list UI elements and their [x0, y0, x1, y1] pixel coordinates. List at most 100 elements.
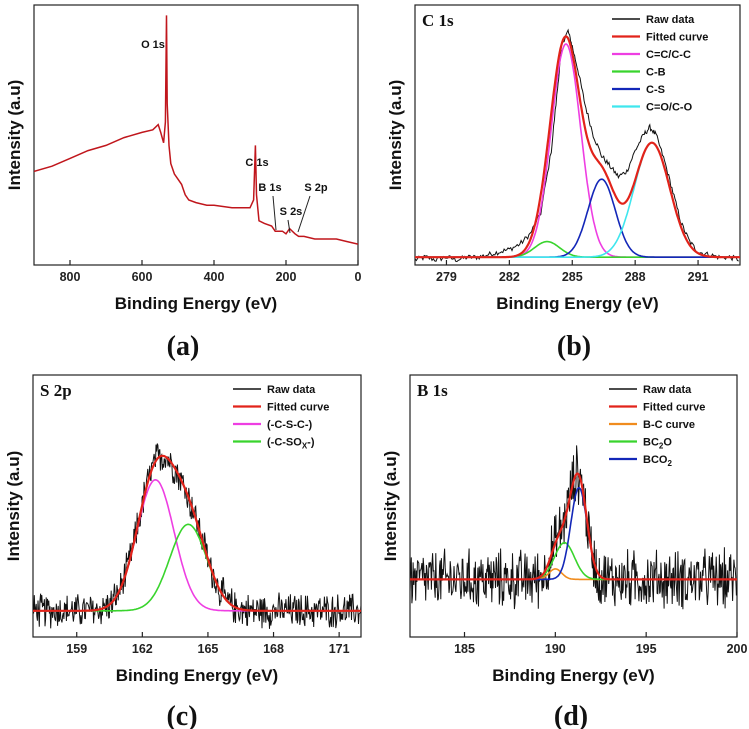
peak-annotation: O 1s [141, 39, 165, 51]
peak-annotation: C 1s [245, 157, 268, 169]
y-axis-label: Intensity (a.u) [386, 80, 405, 191]
legend-label-suffix: O [663, 437, 672, 449]
plot-frame [32, 374, 362, 638]
legend-label: C=O/C-O [646, 102, 693, 114]
x-tick-label: 159 [66, 642, 87, 656]
plot-area [410, 445, 737, 610]
component-line [415, 43, 740, 258]
legend-label-main: BC [643, 437, 659, 449]
plot-area [415, 28, 740, 263]
y-axis-label: Intensity (a.u) [381, 451, 400, 562]
x-tick-label: 200 [727, 642, 748, 656]
legend-label: Fitted curve [643, 402, 705, 414]
annotation-arrow [297, 195, 311, 233]
legend-label-main: C-S [646, 84, 665, 96]
y-axis-label: Intensity (a.u) [4, 451, 23, 562]
component-line [33, 523, 361, 612]
x-tick-label: 168 [263, 642, 284, 656]
annotation-arrow [287, 219, 291, 234]
legend-label-sub: 2 [667, 459, 672, 468]
legend-label: (-C-S-C-) [267, 419, 313, 431]
x-tick-label: 282 [499, 270, 520, 284]
x-tick-label: 279 [436, 270, 457, 284]
fitted-curve-line [410, 472, 737, 581]
x-tick-label: 600 [132, 270, 153, 284]
panel-b: 279 282 285 288 291 Binding Energy (eV) Intens… [386, 4, 741, 362]
raw-data-line [415, 28, 739, 263]
x-axis-label: Binding Energy (eV) [116, 666, 278, 685]
y-axis-label: Intensity (a.u) [5, 80, 24, 191]
plot-area [34, 15, 358, 245]
legend-label: C-S [646, 84, 665, 96]
legend-label-main: Raw data [643, 384, 692, 396]
x-tick-label: 291 [688, 270, 709, 284]
panel-title: B 1s [417, 381, 448, 400]
x-tick-label: 185 [454, 642, 475, 656]
legend-label-main: Raw data [267, 384, 316, 396]
legend-label-suffix: -) [307, 437, 315, 449]
peak-annotation: S 2p [304, 182, 328, 194]
x-tick-label: 288 [625, 270, 646, 284]
panel-d: 185 190 195 200 Binding Energy (eV) Intensity… [381, 374, 748, 729]
peak-annotation: B 1s [258, 182, 281, 194]
x-tick-label: 195 [636, 642, 657, 656]
plot-frame [414, 4, 741, 266]
panel-a: 800 600 400 200 0 Binding Energy (eV) Intensit… [5, 4, 362, 362]
raw-data-line [410, 445, 737, 610]
legend-label-main: C-B [646, 67, 666, 79]
x-tick-label: 400 [204, 270, 225, 284]
panel-title: C 1s [422, 11, 454, 30]
legend-label: (-C-SOX-) [267, 437, 315, 451]
legend-label: Fitted curve [267, 402, 329, 414]
legend-label-sub: 2 [659, 442, 664, 451]
plot-frame [409, 374, 738, 638]
legend-label-main: (-C-SO [267, 437, 302, 449]
legend-label-main: Raw data [646, 14, 695, 26]
x-tick-label: 162 [132, 642, 153, 656]
survey-line [34, 15, 358, 245]
fitted-curve-line [33, 454, 361, 612]
legend-label-main: BCO [643, 454, 668, 466]
legend-label: B-C curve [643, 419, 695, 431]
panel-label: (b) [557, 331, 591, 362]
legend-label: C=C/C-C [646, 49, 691, 61]
legend-label-main: (-C-S-C-) [267, 419, 313, 431]
legend-label: Fitted curve [646, 32, 708, 44]
legend-label: Raw data [646, 14, 695, 26]
legend-label-main: B-C curve [643, 419, 695, 431]
panel-title: S 2p [40, 381, 72, 400]
legend-label: BC2O [643, 437, 672, 451]
panel-label: (d) [554, 701, 588, 729]
legend-label: Raw data [643, 384, 692, 396]
x-tick-label: 285 [562, 270, 583, 284]
legend-label: Raw data [267, 384, 316, 396]
x-tick-label: 200 [276, 270, 297, 284]
component-line [410, 486, 737, 581]
legend-label-main: Fitted curve [267, 402, 329, 414]
x-tick-label: 800 [60, 270, 81, 284]
legend-label: BCO2 [643, 454, 672, 468]
fitted-curve-line [415, 35, 740, 259]
panel-label: (a) [167, 331, 200, 362]
panel-c: 159 162 165 168 171 Binding Energy (eV) Intens… [4, 374, 362, 729]
x-axis-label: Binding Energy (eV) [496, 294, 658, 313]
x-tick-label: 190 [545, 642, 566, 656]
panel-label: (c) [166, 701, 197, 729]
legend-label: C-B [646, 67, 666, 79]
peak-annotation: S 2s [280, 206, 303, 218]
annotation-arrow [272, 195, 277, 231]
x-axis-label: Binding Energy (eV) [115, 294, 277, 313]
legend-label-main: C=C/C-C [646, 49, 691, 61]
plot-area [33, 443, 361, 629]
x-tick-label: 171 [329, 642, 350, 656]
x-tick-label: 0 [355, 270, 362, 284]
legend-label-main: Fitted curve [646, 32, 708, 44]
legend-label-main: Fitted curve [643, 402, 705, 414]
component-line [33, 478, 361, 612]
plot-frame [33, 4, 359, 266]
x-axis-label: Binding Energy (eV) [492, 666, 654, 685]
legend-label-sub: X [302, 442, 308, 451]
x-tick-label: 165 [198, 642, 219, 656]
legend-label-main: C=O/C-O [646, 102, 693, 114]
